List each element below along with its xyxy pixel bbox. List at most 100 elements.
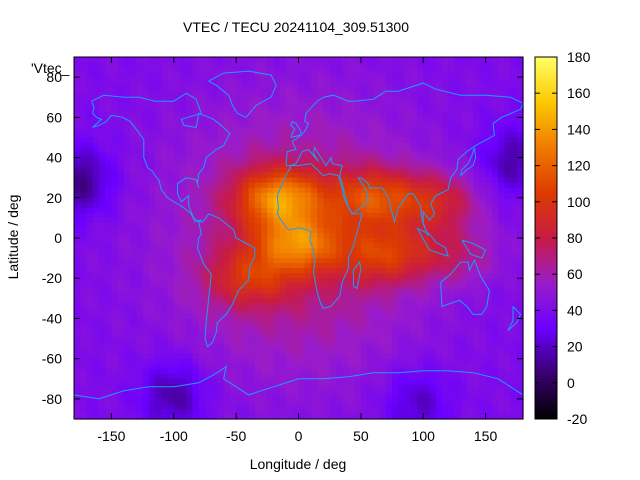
heat-cell xyxy=(254,62,262,68)
heat-cell xyxy=(204,122,212,128)
heat-cell xyxy=(448,172,456,179)
heat-cell xyxy=(448,293,456,299)
heat-cell xyxy=(236,333,243,340)
heat-cell xyxy=(123,217,131,224)
heat-cell xyxy=(236,343,243,350)
heat-cell xyxy=(229,353,237,360)
heat-cell xyxy=(192,268,200,274)
heat-cell xyxy=(504,263,512,269)
heat-cell xyxy=(423,253,431,259)
heat-cell xyxy=(80,353,88,360)
heat-cell xyxy=(142,253,150,259)
heat-cell xyxy=(273,117,281,123)
heat-cell xyxy=(254,238,262,244)
heat-cell xyxy=(491,368,499,375)
heat-cell xyxy=(217,358,225,365)
heat-cell xyxy=(123,328,131,335)
heat-cell xyxy=(317,147,325,154)
heat-cell xyxy=(92,62,100,68)
heat-cell xyxy=(192,172,200,179)
heat-cell xyxy=(373,117,381,123)
heat-cell xyxy=(155,82,162,88)
heat-cell xyxy=(491,313,499,320)
heat-cell xyxy=(173,147,181,154)
heat-cell xyxy=(248,338,256,345)
heat-cell xyxy=(155,323,162,330)
heat-cell xyxy=(192,167,200,174)
heat-cell xyxy=(186,227,194,234)
heat-cell xyxy=(398,328,406,335)
heat-cell xyxy=(117,298,125,304)
heat-cell xyxy=(236,373,243,380)
heat-cell xyxy=(204,378,212,385)
heat-cell xyxy=(479,333,487,340)
heat-cell xyxy=(429,253,437,259)
heat-cell xyxy=(323,187,331,194)
heat-cell xyxy=(279,167,287,174)
heat-cell xyxy=(485,102,493,108)
heat-cell xyxy=(217,273,225,279)
heat-cell xyxy=(98,227,106,234)
heat-cell xyxy=(236,117,243,123)
heat-cell xyxy=(392,323,399,330)
heat-cell xyxy=(130,393,137,400)
heat-cell xyxy=(491,177,499,184)
heat-cell xyxy=(173,232,181,239)
heat-cell xyxy=(248,343,256,350)
heat-cell xyxy=(267,308,275,315)
heat-cell xyxy=(435,172,443,179)
heat-cell xyxy=(410,82,418,88)
heat-cell xyxy=(279,278,287,284)
heat-cell xyxy=(98,238,106,244)
heat-cell xyxy=(286,243,293,249)
heat-cell xyxy=(491,273,499,279)
heat-cell xyxy=(74,102,81,108)
heat-cell xyxy=(298,132,306,139)
heat-cell xyxy=(242,313,250,320)
heat-cell xyxy=(98,132,106,139)
heat-cell xyxy=(173,67,181,73)
heat-cell xyxy=(398,197,406,204)
heat-cell xyxy=(429,192,437,199)
heat-cell xyxy=(516,137,524,144)
heat-cell xyxy=(385,92,393,98)
heat-cell xyxy=(105,378,113,385)
heat-cell xyxy=(204,77,212,83)
heat-cell xyxy=(460,227,468,234)
heat-cell xyxy=(155,222,162,229)
heat-cell xyxy=(186,222,194,229)
heat-cell xyxy=(510,112,518,118)
heat-cell xyxy=(261,263,268,269)
heat-cell xyxy=(117,333,125,340)
heat-cell xyxy=(80,187,88,194)
heat-cell xyxy=(229,278,237,284)
heat-cell xyxy=(385,137,393,144)
heat-cell xyxy=(261,207,268,214)
heat-cell xyxy=(329,227,337,234)
heat-cell xyxy=(92,313,100,320)
heat-cell xyxy=(360,132,368,139)
heat-cell xyxy=(379,358,387,365)
heat-cell xyxy=(236,212,243,219)
heat-cell xyxy=(186,308,194,315)
heat-cell xyxy=(211,323,219,330)
heat-cell xyxy=(510,238,518,244)
heat-cell xyxy=(130,107,137,113)
heat-cell xyxy=(198,328,206,335)
heat-cell xyxy=(211,278,219,284)
heat-cell xyxy=(86,92,94,98)
heat-cell xyxy=(516,383,524,390)
heat-cell xyxy=(142,238,150,244)
heat-cell xyxy=(379,273,387,279)
heat-cell xyxy=(130,338,137,345)
heat-cell xyxy=(292,97,300,103)
heat-cell xyxy=(379,162,387,169)
heat-cell xyxy=(192,87,200,93)
heat-cell xyxy=(261,137,268,144)
heat-cell xyxy=(323,268,331,274)
heat-cell xyxy=(261,278,268,284)
heat-cell xyxy=(398,298,406,304)
heat-cell xyxy=(248,308,256,315)
heat-cell xyxy=(410,162,418,169)
heat-cell xyxy=(173,217,181,224)
